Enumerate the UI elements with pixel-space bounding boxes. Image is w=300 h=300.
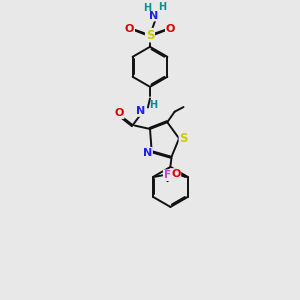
Text: H: H [143, 3, 151, 14]
Text: N: N [149, 11, 158, 21]
Text: O: O [125, 24, 134, 34]
Text: S: S [179, 132, 188, 146]
Text: O: O [166, 24, 175, 34]
Text: S: S [146, 29, 154, 42]
Text: O: O [114, 108, 124, 118]
Text: H: H [149, 100, 158, 110]
Text: N: N [143, 148, 152, 158]
Text: H: H [158, 2, 166, 12]
Text: N: N [136, 106, 146, 116]
Text: F: F [164, 170, 171, 180]
Text: O: O [171, 169, 181, 179]
